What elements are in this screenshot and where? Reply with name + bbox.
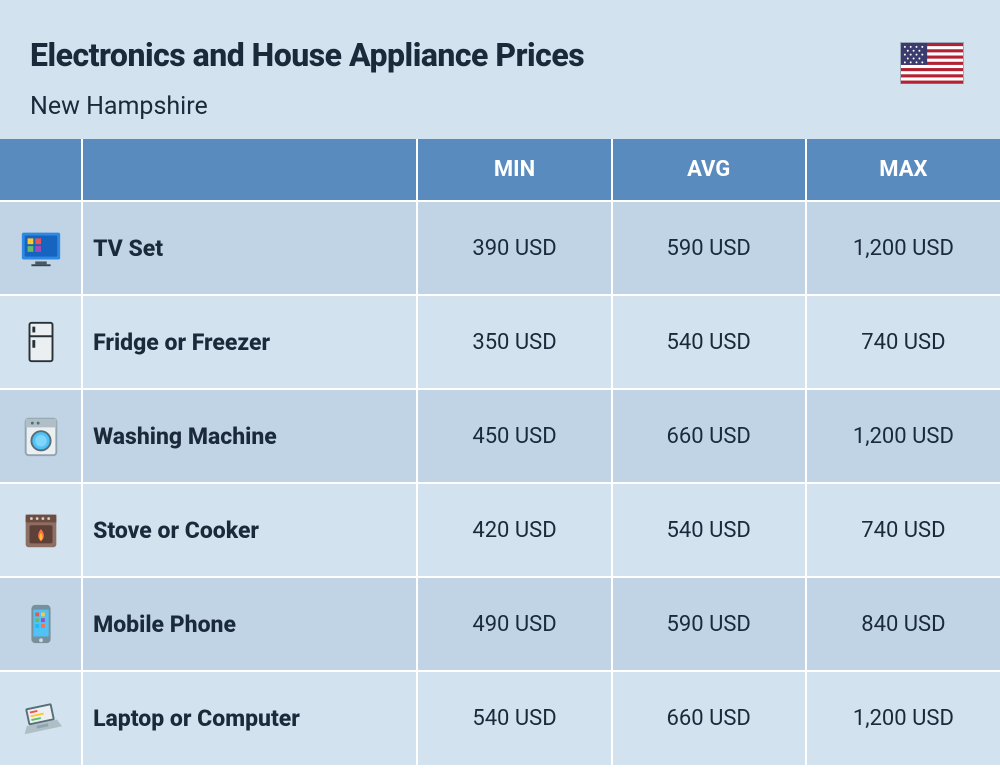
cell-min: 350 USD <box>417 295 611 389</box>
table-row: Fridge or Freezer 350 USD 540 USD 740 US… <box>0 295 1000 389</box>
cell-max: 1,200 USD <box>806 671 1000 765</box>
row-label: TV Set <box>82 201 417 295</box>
page-title: Electronics and House Appliance Prices <box>30 36 970 74</box>
fridge-icon <box>0 295 82 389</box>
cell-min: 490 USD <box>417 577 611 671</box>
cell-max: 840 USD <box>806 577 1000 671</box>
us-flag-icon <box>900 42 964 84</box>
cell-avg: 540 USD <box>612 295 806 389</box>
price-table: MIN AVG MAX TV Set 390 USD 590 USD 1,200… <box>0 139 1000 765</box>
col-header-min: MIN <box>417 139 611 201</box>
row-label: Fridge or Freezer <box>82 295 417 389</box>
col-header-max: MAX <box>806 139 1000 201</box>
page-subtitle: New Hampshire <box>30 92 970 121</box>
cell-avg: 590 USD <box>612 201 806 295</box>
row-label: Washing Machine <box>82 389 417 483</box>
table-row: Mobile Phone 490 USD 590 USD 840 USD <box>0 577 1000 671</box>
col-header-icon <box>0 139 82 201</box>
washing-machine-icon <box>0 389 82 483</box>
page-header: Electronics and House Appliance Prices N… <box>0 0 1000 139</box>
cell-min: 450 USD <box>417 389 611 483</box>
cell-min: 420 USD <box>417 483 611 577</box>
cell-avg: 540 USD <box>612 483 806 577</box>
cell-max: 1,200 USD <box>806 201 1000 295</box>
cell-avg: 590 USD <box>612 577 806 671</box>
laptop-icon <box>0 671 82 765</box>
stove-icon <box>0 483 82 577</box>
cell-avg: 660 USD <box>612 671 806 765</box>
mobile-phone-icon <box>0 577 82 671</box>
col-header-avg: AVG <box>612 139 806 201</box>
table-row: TV Set 390 USD 590 USD 1,200 USD <box>0 201 1000 295</box>
tv-icon <box>0 201 82 295</box>
table-row: Laptop or Computer 540 USD 660 USD 1,200… <box>0 671 1000 765</box>
cell-max: 1,200 USD <box>806 389 1000 483</box>
table-header-row: MIN AVG MAX <box>0 139 1000 201</box>
cell-max: 740 USD <box>806 295 1000 389</box>
row-label: Mobile Phone <box>82 577 417 671</box>
col-header-label <box>82 139 417 201</box>
cell-min: 390 USD <box>417 201 611 295</box>
cell-avg: 660 USD <box>612 389 806 483</box>
cell-max: 740 USD <box>806 483 1000 577</box>
row-label: Laptop or Computer <box>82 671 417 765</box>
table-row: Washing Machine 450 USD 660 USD 1,200 US… <box>0 389 1000 483</box>
cell-min: 540 USD <box>417 671 611 765</box>
row-label: Stove or Cooker <box>82 483 417 577</box>
table-row: Stove or Cooker 420 USD 540 USD 740 USD <box>0 483 1000 577</box>
